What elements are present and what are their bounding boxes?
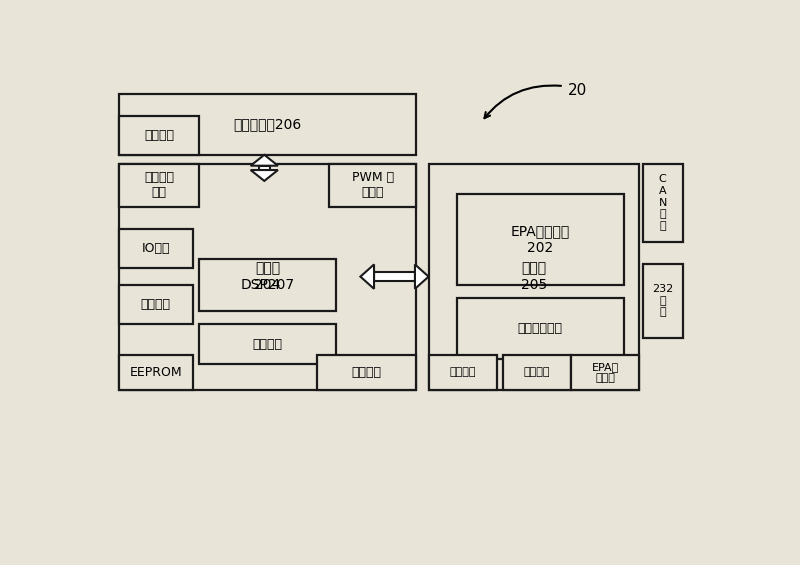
- Text: 电流检测
模块: 电流检测 模块: [144, 171, 174, 199]
- Polygon shape: [259, 166, 270, 170]
- Text: 控制板
204: 控制板 204: [254, 262, 281, 292]
- Bar: [118, 163, 416, 390]
- Bar: [330, 163, 416, 207]
- Polygon shape: [415, 264, 429, 289]
- Bar: [118, 116, 199, 155]
- Text: IO输入: IO输入: [142, 242, 170, 255]
- Text: PWM 输
出模块: PWM 输 出模块: [352, 171, 394, 199]
- Polygon shape: [250, 155, 278, 166]
- Text: DSP207: DSP207: [240, 279, 294, 292]
- Bar: [457, 298, 624, 359]
- Text: 电源板
205: 电源板 205: [521, 262, 547, 292]
- Text: 电源接口: 电源接口: [450, 367, 476, 377]
- Text: C
A
N
接
口: C A N 接 口: [658, 175, 667, 231]
- Bar: [642, 163, 682, 242]
- Text: 电源管理模块: 电源管理模块: [518, 322, 562, 336]
- Bar: [317, 355, 416, 390]
- Text: EEPROM: EEPROM: [130, 366, 182, 379]
- Bar: [429, 355, 497, 390]
- Bar: [642, 263, 682, 337]
- Polygon shape: [374, 272, 415, 281]
- Bar: [118, 355, 193, 390]
- Text: 码盘接口: 码盘接口: [352, 366, 382, 379]
- Bar: [118, 94, 416, 155]
- Bar: [199, 259, 336, 311]
- Polygon shape: [250, 170, 278, 181]
- Bar: [118, 163, 199, 207]
- Bar: [457, 194, 624, 285]
- Bar: [571, 355, 639, 390]
- Text: 过流检测: 过流检测: [144, 129, 174, 142]
- Text: 过压检测: 过压检测: [253, 337, 282, 350]
- Bar: [503, 355, 571, 390]
- Bar: [118, 229, 193, 268]
- Bar: [199, 324, 336, 364]
- Text: 20: 20: [568, 83, 587, 98]
- Text: 功率驱动板206: 功率驱动板206: [234, 118, 302, 131]
- Bar: [118, 285, 193, 324]
- Text: 232
接
口: 232 接 口: [652, 284, 674, 317]
- Polygon shape: [360, 264, 374, 289]
- Bar: [429, 163, 639, 390]
- Text: 电机接口: 电机接口: [524, 367, 550, 377]
- Text: 报警输出: 报警输出: [141, 298, 171, 311]
- Text: EPA通信模块
202: EPA通信模块 202: [510, 224, 570, 255]
- Text: EPA通
信接口: EPA通 信接口: [592, 362, 619, 383]
